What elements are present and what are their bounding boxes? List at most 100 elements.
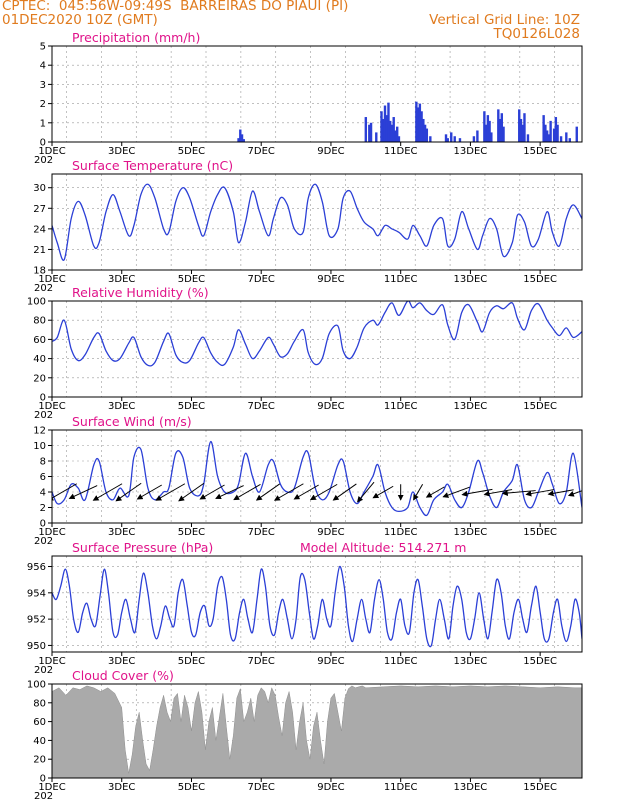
- precip-bar: [556, 124, 559, 142]
- precip-bar: [547, 134, 551, 142]
- wind-vector-arrow: [255, 483, 280, 501]
- cloud-ytick-label: 60: [33, 717, 46, 728]
- wind-series-line: [52, 440, 582, 517]
- temp-frame: [51, 173, 583, 271]
- precip-bar: [382, 118, 385, 142]
- wind-vector-arrow: [215, 485, 244, 500]
- rh-ytick-label: 60: [33, 335, 46, 346]
- precip-ytick-label: 4: [40, 61, 46, 72]
- precip-bar: [383, 105, 387, 142]
- cloud-ytick-label: 0: [40, 774, 46, 785]
- temp-title: Surface Temperature (nC): [72, 158, 233, 173]
- wind-xtick-label: 3DEC: [108, 527, 135, 538]
- pres-xtick-label: 15DEC: [523, 656, 557, 667]
- rh-ytick-label: 80: [33, 316, 46, 327]
- wind-panel: 0 2 4 6 8 10 12 1DEC 3DEC 5DEC 7DEC 9DEC 11DEC 13DEC 1…: [33, 414, 583, 547]
- precip-bar: [364, 117, 368, 142]
- cloud-ytick-label: 40: [33, 736, 46, 747]
- wind-ytick-label: 8: [40, 457, 46, 468]
- precip-xtick-label: 15DEC: [523, 146, 557, 157]
- pres-ytick-label: 954: [27, 588, 46, 599]
- precip-bar: [369, 122, 373, 142]
- precip-bar: [458, 138, 462, 142]
- temp-xtick-label: 9DEC: [317, 274, 344, 285]
- rh-xtick-label: 15DEC: [523, 401, 557, 412]
- precip-bar: [375, 132, 378, 142]
- precip-bar: [565, 132, 568, 142]
- temp-xtick-label: 15DEC: [523, 274, 557, 285]
- rh-xtick-label: 11DEC: [384, 401, 418, 412]
- temp-ytick-label: 21: [33, 245, 46, 256]
- temp-xtick-label: 13DEC: [454, 274, 488, 285]
- cloud-ytick-label: 20: [33, 755, 46, 766]
- precip-bar: [521, 124, 524, 142]
- rh-panel: 0 20 40 60 80 100 1DEC 3DEC 5DEC 7DEC 9DEC 11DEC 13D…: [27, 285, 583, 421]
- wind-vector-arrow: [567, 490, 582, 497]
- cloud-frame: [51, 683, 583, 779]
- precip-title: Precipitation (mm/h): [72, 30, 200, 45]
- pres-series-line: [52, 565, 582, 648]
- rh-xtick-label: 9DEC: [317, 401, 344, 412]
- precip-bar: [484, 124, 488, 142]
- wind-vector-arrow: [273, 483, 304, 501]
- wind-vector-arrow: [413, 483, 424, 501]
- pres-xtick-label: 11DEC: [384, 656, 418, 667]
- precip-bar: [472, 136, 476, 142]
- precip-bar: [518, 109, 521, 142]
- wind-vector-arrow: [52, 483, 77, 501]
- precip-bar: [380, 111, 383, 142]
- wind-vector-arrow: [136, 484, 163, 500]
- precip-bar: [519, 118, 523, 142]
- wind-vector-arrow: [115, 482, 142, 502]
- pres-ytick-label: 952: [27, 615, 46, 626]
- header-source: CPTEC: 045:56W-09:49S BARREIRAS DO PIAUI…: [2, 0, 349, 14]
- wind-xtick-label: 5DEC: [178, 527, 205, 538]
- precip-bar: [554, 117, 558, 142]
- precip-bar: [395, 126, 399, 142]
- precip-bar: [422, 118, 425, 142]
- precip-bar: [575, 126, 578, 142]
- precip-ytick-label: 0: [40, 138, 46, 149]
- precip-bar: [497, 109, 500, 142]
- wind-xtick-label: 7DEC: [248, 527, 275, 538]
- pres-xtick-label: 9DEC: [317, 656, 344, 667]
- precip-bar: [429, 136, 432, 142]
- precip-bar: [502, 126, 505, 142]
- temp-panel: 18 21 24 27 30 1DEC 3DEC 5DEC 7DEC 9DEC 11DEC 13DEC…: [33, 158, 583, 294]
- precip-bar: [523, 113, 526, 142]
- precip-bar: [423, 124, 427, 142]
- rh-xtick-label: 5DEC: [178, 401, 205, 412]
- wind-vector-arrow: [425, 486, 445, 498]
- pres-ytick-label: 950: [27, 641, 46, 652]
- cloud-xtick-label: 3DEC: [108, 782, 135, 793]
- wind-vector-arrow: [178, 482, 205, 502]
- precip-bar: [420, 111, 423, 142]
- precip-xtick-label: 7DEC: [248, 146, 275, 157]
- precip-xtick-label: 9DEC: [317, 146, 344, 157]
- precip-year-fragment: 202: [34, 155, 53, 166]
- pres-xtick-label: 7DEC: [248, 656, 275, 667]
- rh-year-fragment: 202: [34, 410, 53, 421]
- wind-ytick-label: 4: [40, 488, 46, 499]
- precip-bar: [486, 115, 490, 142]
- precip-bar: [500, 113, 504, 142]
- precip-bar: [490, 132, 493, 142]
- cloud-xtick-label: 11DEC: [384, 782, 418, 793]
- precip-bar: [450, 132, 453, 142]
- precip-bar: [242, 139, 245, 142]
- precip-bar: [453, 136, 456, 142]
- pres-year-fragment: 202: [34, 665, 53, 676]
- pres-xtick-label: 13DEC: [454, 656, 488, 667]
- pres-xtick-label: 1DEC: [38, 656, 65, 667]
- wind-year-fragment: 202: [34, 536, 53, 547]
- cloud-xtick-label: 13DEC: [454, 782, 488, 793]
- precip-ytick-label: 2: [40, 99, 46, 110]
- precip-bar: [476, 130, 479, 142]
- wind-ytick-label: 0: [40, 519, 46, 530]
- wind-ytick-label: 6: [40, 472, 46, 483]
- precip-bar: [552, 128, 556, 142]
- precip-bar: [389, 120, 392, 142]
- rh-xtick-label: 1DEC: [38, 401, 65, 412]
- wind-xtick-label: 11DEC: [384, 527, 418, 538]
- wind-vector-arrow: [68, 485, 98, 500]
